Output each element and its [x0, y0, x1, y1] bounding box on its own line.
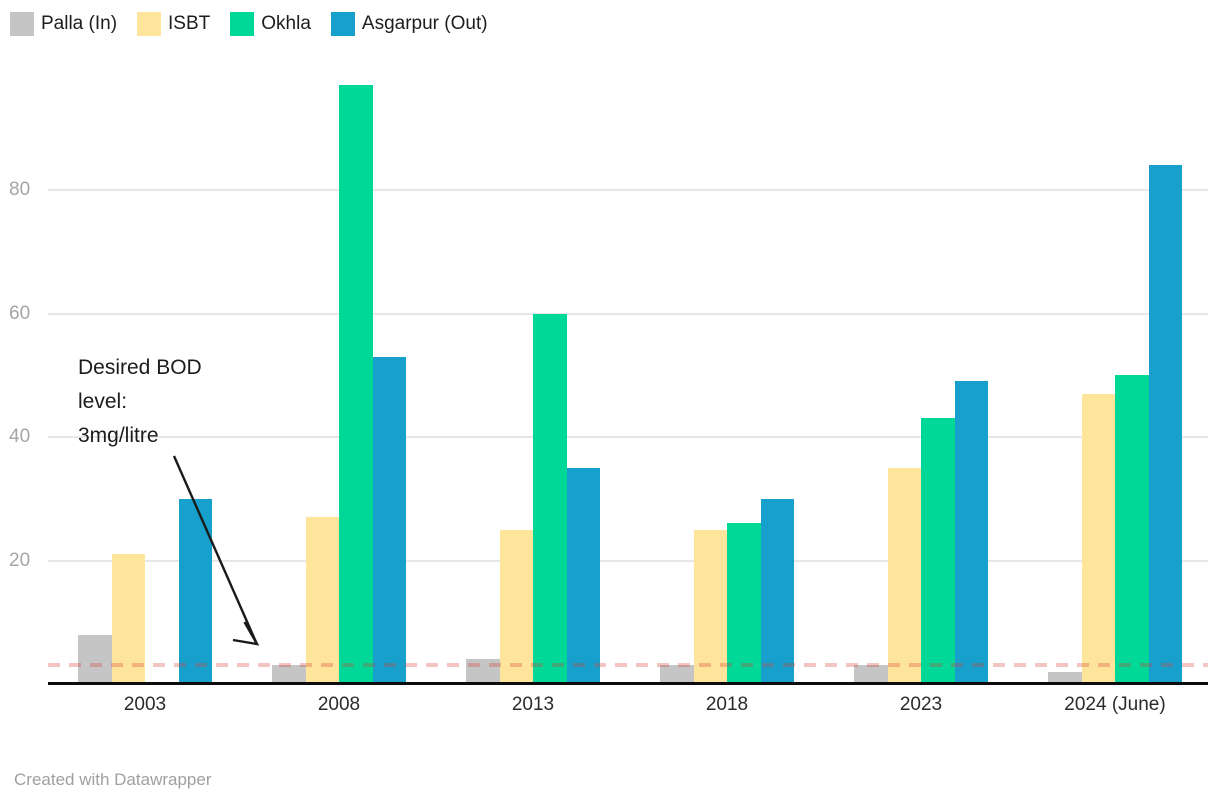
gridline-y-40 [48, 436, 1208, 438]
bar-2024-June--okhla [1115, 375, 1149, 684]
y-axis-tick-label: 40 [9, 426, 31, 447]
bar-2018-asgarpur-out [760, 498, 794, 684]
bar-2024-June--isbt [1081, 393, 1115, 684]
bar-2024-June--asgarpur-out [1148, 165, 1182, 684]
y-axis-tick-label: 20 [9, 549, 31, 571]
legend-swatch-icon [230, 12, 255, 36]
datawrapper-credit: Created with Datawrapper [14, 770, 212, 789]
legend-label: Okhla [261, 13, 311, 34]
bar-2008-palla-in [272, 665, 306, 684]
x-axis-label-2013: 2013 [511, 694, 555, 715]
bar-2003-isbt [111, 554, 145, 684]
gridline-y-20 [48, 559, 1208, 562]
legend-swatch-icon [10, 12, 34, 36]
y-axis-tick-label: 80 [9, 179, 31, 200]
gridline-y-60 [48, 312, 1208, 315]
bar-2018-isbt [693, 529, 727, 684]
bar-2023-asgarpur-out [954, 381, 988, 684]
bar-2023-okhla [921, 418, 955, 684]
bar-2003-palla-in [78, 634, 112, 684]
desired-bod-reference-line [48, 663, 1208, 668]
x-axis-label-2018: 2018 [705, 694, 749, 715]
bar-2023-palla-in [854, 665, 888, 684]
legend-label: Palla (In) [41, 13, 118, 34]
bar-2003-asgarpur-out [178, 498, 212, 684]
gridline-y-80 [48, 189, 1208, 191]
x-axis-line [48, 682, 1208, 685]
bar-2018-okhla [727, 523, 761, 684]
bar-2013-palla-in [466, 659, 500, 684]
bar-2018-palla-in [660, 665, 694, 684]
legend-item-asgarpur-out: Asgarpur (Out) [330, 12, 488, 36]
legend-item-palla-in: Palla (In) [10, 12, 117, 36]
bar-2013-isbt [499, 529, 533, 684]
annotation-desired-bod-text: Desired BOD level: 3mg/litre [78, 356, 202, 447]
legend-swatch-icon [137, 12, 162, 36]
bar-2008-isbt [305, 517, 339, 684]
legend-label: Asgarpur (Out) [361, 13, 488, 34]
bar-2023-isbt [887, 467, 921, 684]
x-axis-label-2008: 2008 [317, 694, 361, 715]
legend-swatch-icon [330, 12, 355, 36]
bar-2013-asgarpur-out [566, 467, 600, 684]
bar-2008-okhla [339, 85, 373, 684]
x-axis-label-2023: 2023 [899, 694, 943, 715]
legend: Palla (In) ISBT Okhla Asgarpur (Out) [10, 12, 488, 36]
legend-item-isbt: ISBT [137, 12, 210, 36]
bar-2024-June--palla-in [1048, 671, 1082, 684]
x-axis-label-2003: 2003 [123, 694, 167, 715]
y-axis-tick-label: 60 [9, 302, 31, 324]
legend-item-okhla: Okhla [230, 12, 311, 36]
x-axis-label-2024-June-: 2024 (June) [1064, 694, 1166, 715]
bar-2013-okhla [533, 313, 567, 684]
bar-2008-asgarpur-out [372, 356, 406, 684]
legend-label: ISBT [168, 13, 211, 34]
